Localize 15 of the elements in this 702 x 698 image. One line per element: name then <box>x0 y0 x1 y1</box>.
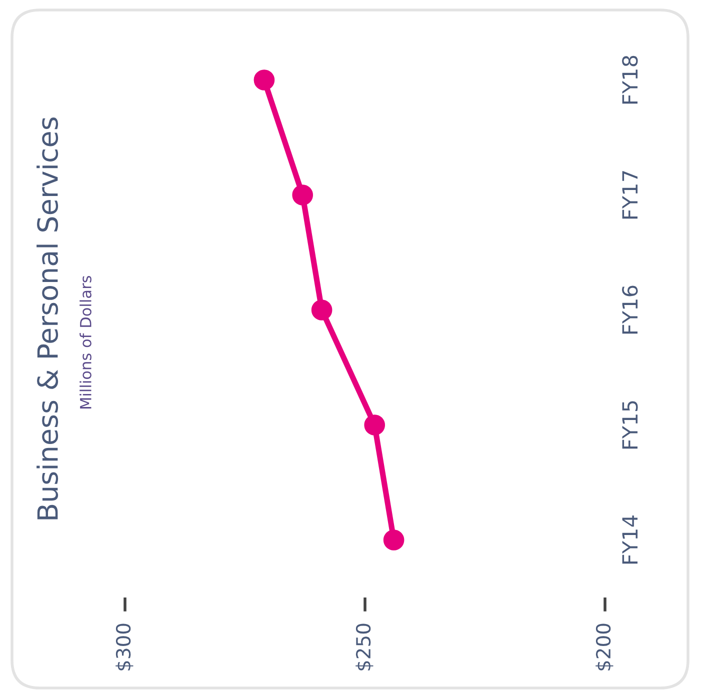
y-tick-label: FY18 <box>622 56 638 104</box>
y-tick-label: FY14 <box>622 516 638 564</box>
y-tick-label: FY17 <box>622 171 638 219</box>
point <box>311 300 332 320</box>
text: Business & Personal Services <box>36 118 58 520</box>
point <box>383 530 404 550</box>
point <box>254 70 275 90</box>
x-tick-label: $200 <box>596 624 614 670</box>
text: Millions of Dollars <box>80 276 92 408</box>
x-tick-label: $300 <box>116 624 134 670</box>
point <box>292 184 314 206</box>
y-tick-label: FY16 <box>622 286 638 334</box>
y-tick-label: FY15 <box>622 401 638 449</box>
point <box>364 414 386 436</box>
x-tick-label: $250 <box>356 624 374 670</box>
